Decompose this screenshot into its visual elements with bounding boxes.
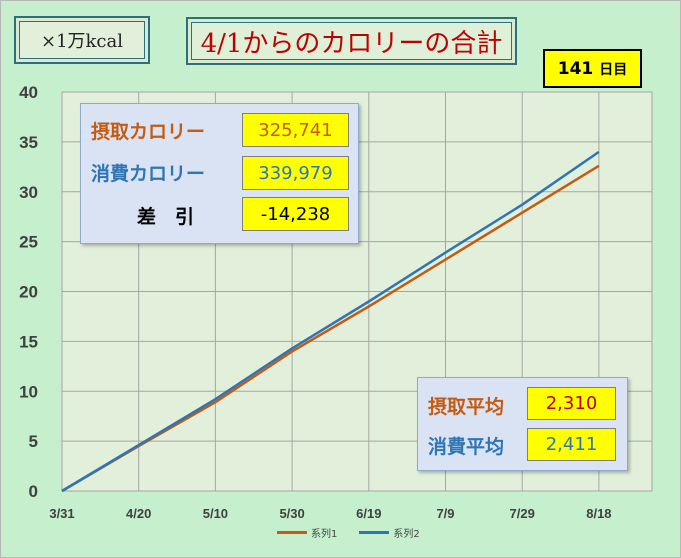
y-tick-label: 25 <box>19 233 38 252</box>
legend-label-series-1: 系列1 <box>311 529 338 540</box>
unit-label: ×1万kcal <box>19 21 145 59</box>
x-tick-label: 5/10 <box>203 506 228 521</box>
legend-item-series-2: 系列2 <box>359 525 420 540</box>
y-tick-label: 30 <box>19 183 38 202</box>
y-tick-label: 10 <box>19 382 38 401</box>
day-count-unit: 日目 <box>599 61 628 78</box>
x-tick-label: 6/19 <box>356 506 381 521</box>
x-tick-label: 8/18 <box>586 506 611 521</box>
intake-average-value: 2,310 <box>527 387 616 420</box>
y-tick-label: 35 <box>19 133 38 152</box>
burn-average-label: 消費平均 <box>428 436 505 458</box>
chart-legend: 系列1 系列2 <box>277 525 442 540</box>
chart-title: 4/1からのカロリーの合計 <box>191 22 512 60</box>
y-tick-label: 20 <box>19 283 38 302</box>
x-tick-label: 4/20 <box>126 506 151 521</box>
legend-item-series-1: 系列1 <box>277 525 337 540</box>
y-tick-label: 0 <box>29 482 38 501</box>
legend-swatch-series-1 <box>277 531 307 534</box>
x-tick-label: 3/31 <box>49 506 74 521</box>
intake-total-label: 摂取カロリー <box>91 121 206 143</box>
y-tick-label: 15 <box>19 332 38 351</box>
series-lines <box>61 150 600 493</box>
legend-swatch-series-2 <box>359 531 390 534</box>
unit-label-box: ×1万kcal <box>14 16 150 64</box>
y-tick-label: 5 <box>29 432 38 451</box>
intake-average-label: 摂取平均 <box>428 396 505 418</box>
totals-panel: 摂取カロリー 325,741 消費カロリー 339,979 差 引 -14,23… <box>80 103 359 244</box>
burn-total-label: 消費カロリー <box>91 163 206 185</box>
day-count-badge: 141 日目 <box>543 49 642 88</box>
y-axis-ticks: 0 5 10 15 20 25 30 35 40 <box>19 83 38 501</box>
intake-total-value: 325,741 <box>242 113 349 147</box>
x-tick-label: 5/30 <box>279 506 304 521</box>
difference-value: -14,238 <box>242 197 349 231</box>
x-tick-label: 7/29 <box>510 506 535 521</box>
averages-panel: 摂取平均 2,310 消費平均 2,411 <box>417 377 628 471</box>
series-line-2 <box>61 150 600 493</box>
chart-title-box: 4/1からのカロリーの合計 <box>186 17 517 65</box>
x-axis-ticks: 3/31 4/20 5/10 5/30 6/19 7/9 7/29 8/18 <box>49 506 611 521</box>
legend-label-series-2: 系列2 <box>393 529 420 540</box>
burn-total-value: 339,979 <box>242 156 349 190</box>
difference-label: 差 引 <box>137 206 195 228</box>
burn-average-value: 2,411 <box>527 428 616 461</box>
y-tick-label: 40 <box>19 83 38 102</box>
day-count-value: 141 <box>557 58 594 79</box>
x-tick-label: 7/9 <box>436 506 454 521</box>
